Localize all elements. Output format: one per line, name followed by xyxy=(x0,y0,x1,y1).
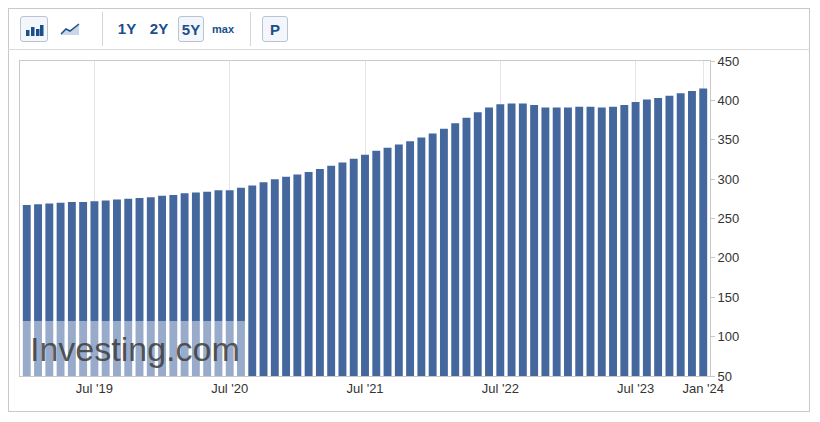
svg-text:Jul '21: Jul '21 xyxy=(346,381,383,396)
html-text:1Y: 1Y xyxy=(117,20,137,37)
svg-text:250: 250 xyxy=(718,211,740,226)
svg-text:200: 200 xyxy=(718,250,740,265)
html-text:max: max xyxy=(212,23,234,35)
svg-text:Jan '24: Jan '24 xyxy=(682,381,724,396)
svg-text:Jul '23: Jul '23 xyxy=(617,381,654,396)
html-text:P: P xyxy=(270,21,280,38)
html-text:2Y: 2Y xyxy=(149,20,169,37)
svg-text:300: 300 xyxy=(718,172,740,187)
html-text:5Y: 5Y xyxy=(181,21,201,38)
svg-text:Jul '20: Jul '20 xyxy=(211,381,248,396)
svg-text:50: 50 xyxy=(718,369,732,384)
svg-text:Jul '19: Jul '19 xyxy=(76,381,113,396)
svg-text:450: 450 xyxy=(718,54,740,69)
svg-text:150: 150 xyxy=(718,290,740,305)
svg-text:400: 400 xyxy=(718,93,740,108)
svg-text:Investing.com: Investing.com xyxy=(30,330,240,368)
svg-text:100: 100 xyxy=(718,329,740,344)
svg-text:Jul '22: Jul '22 xyxy=(482,381,519,396)
svg-text:350: 350 xyxy=(718,132,740,147)
